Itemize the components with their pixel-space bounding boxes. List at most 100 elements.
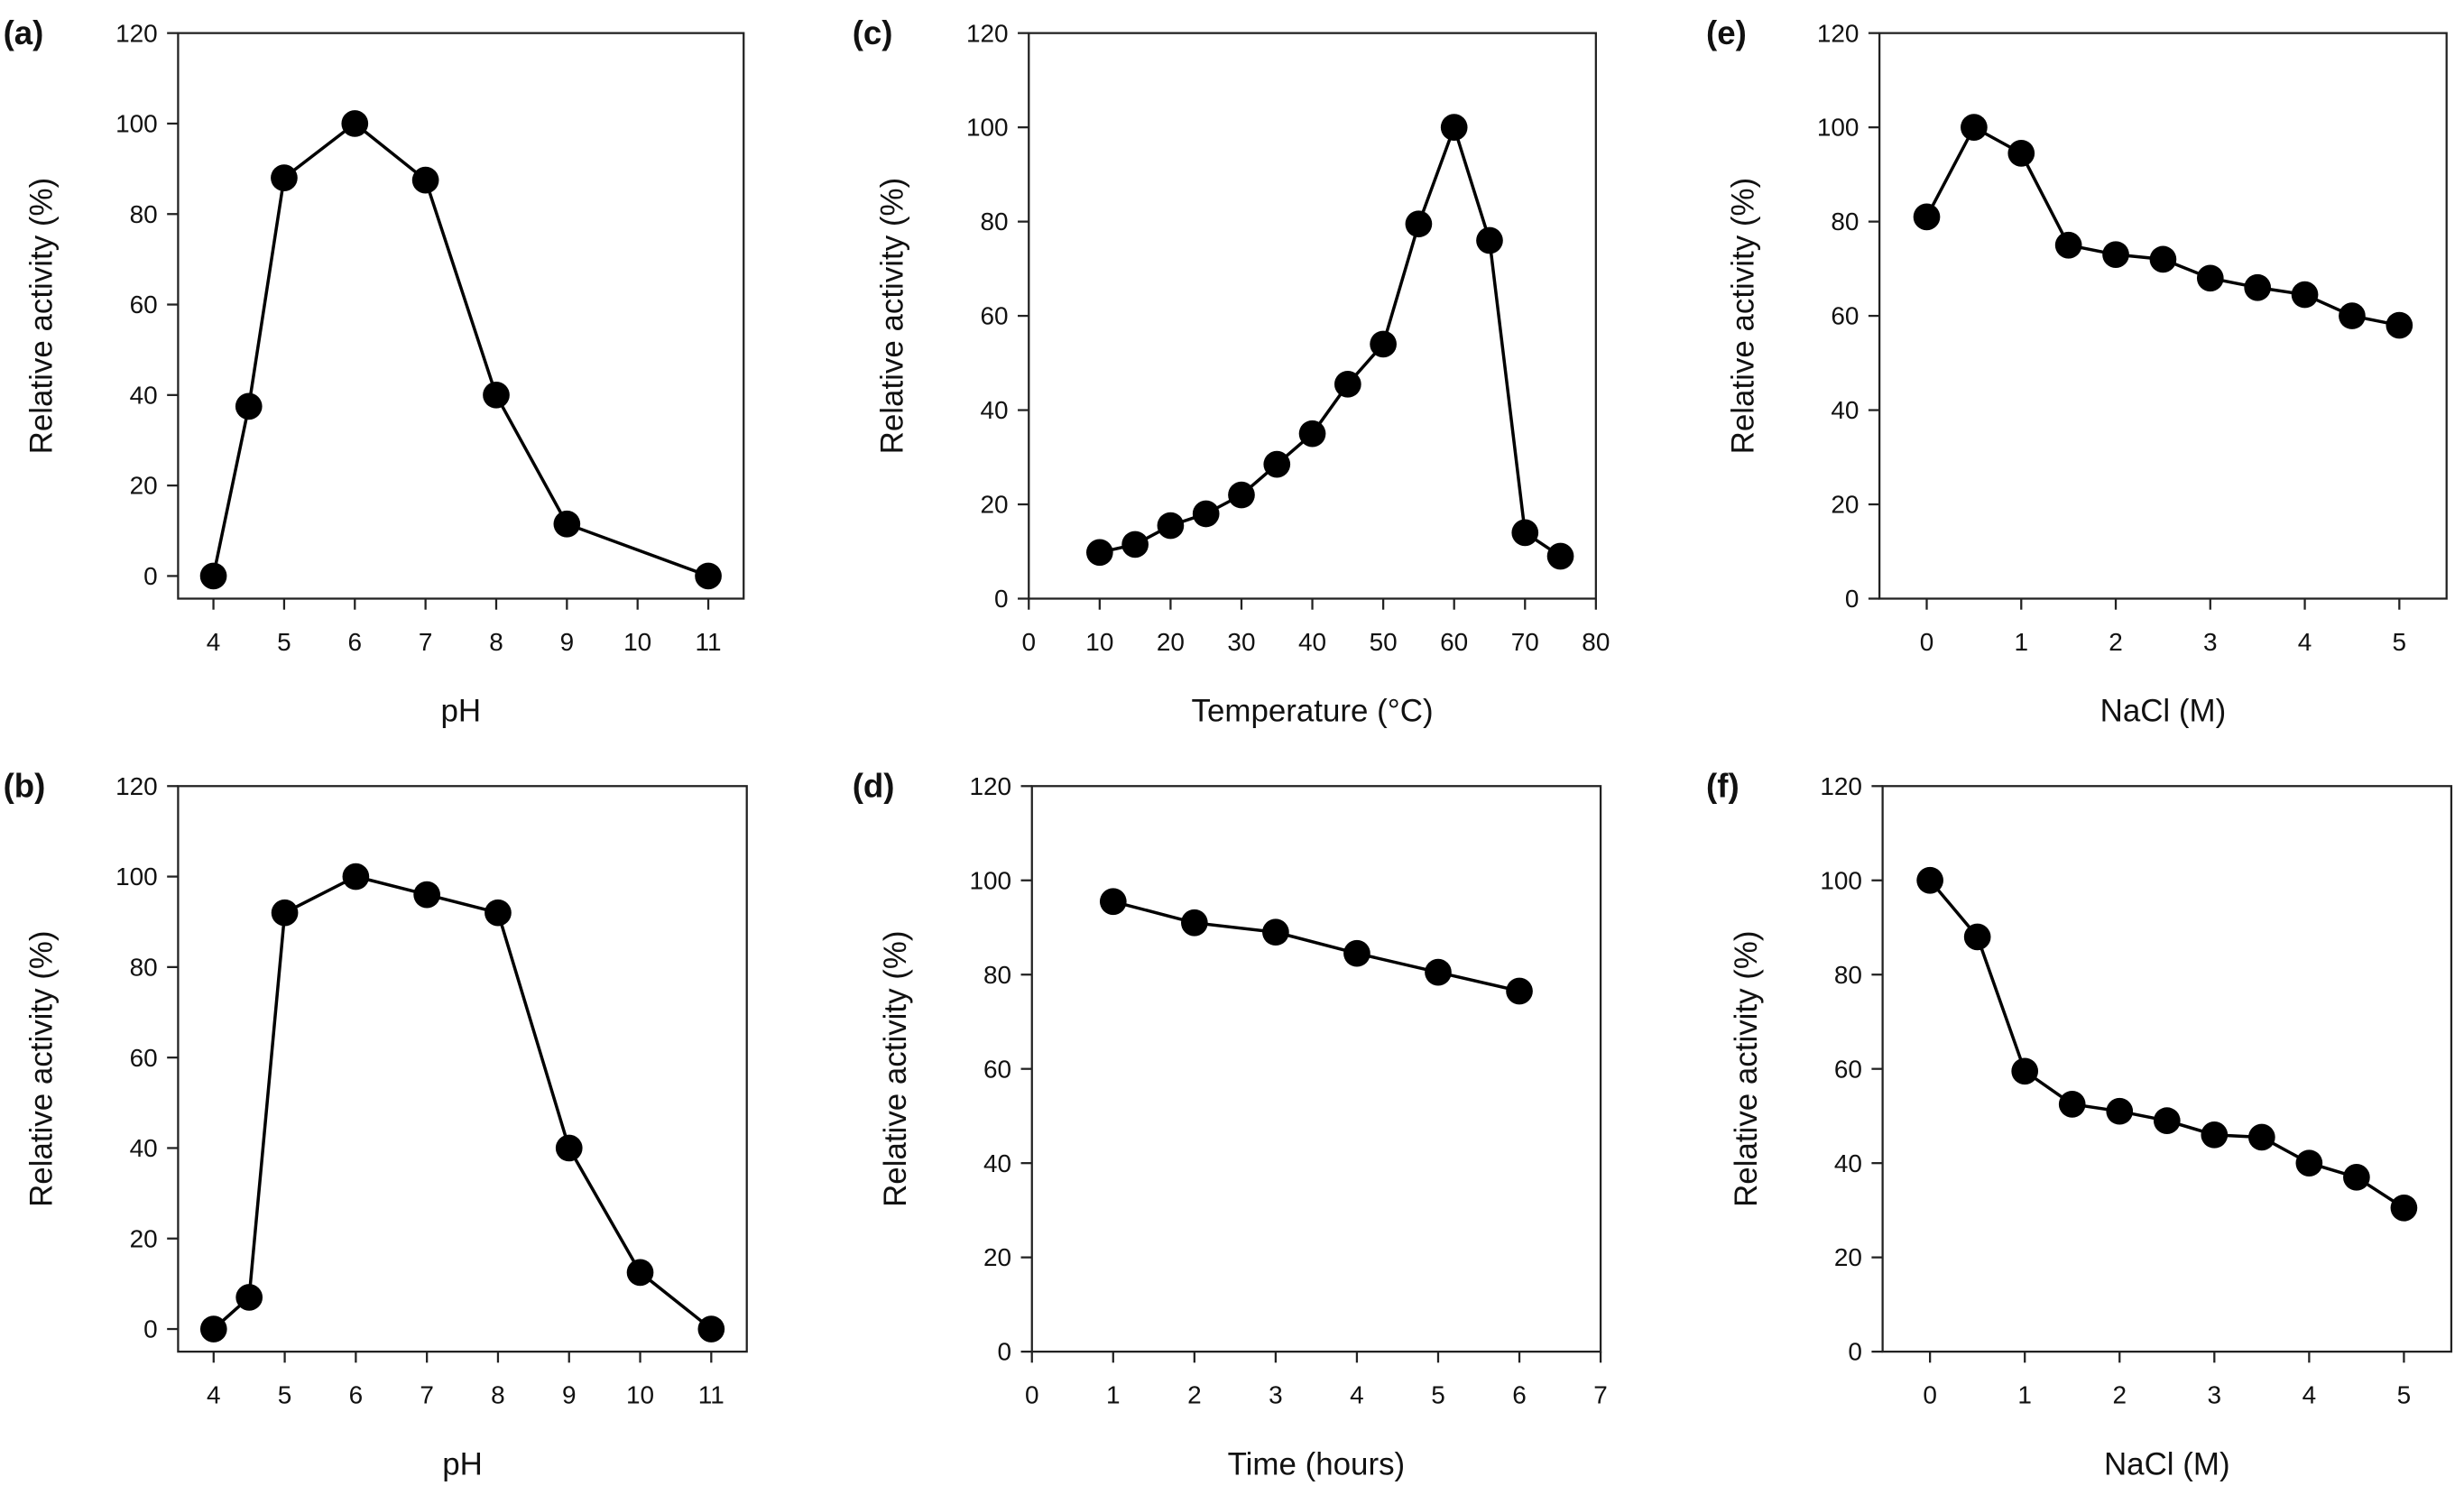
data-point [1157, 512, 1185, 540]
x-tick-label: 3 [2208, 1381, 2222, 1409]
plot-frame [1028, 32, 1597, 600]
y-axis-label: Relative activity (%) [1725, 178, 1760, 454]
x-tick-label: 80 [1582, 628, 1610, 656]
x-tick-label: 6 [348, 628, 363, 656]
x-tick-label: 10 [1085, 628, 1113, 656]
data-point [1511, 519, 1539, 547]
y-tick-label: 80 [1834, 961, 1862, 989]
x-tick-label: 60 [1440, 628, 1468, 656]
x-tick-label: 4 [207, 1381, 221, 1409]
data-point [2390, 1194, 2418, 1222]
data-point [2386, 311, 2413, 339]
data-point [2295, 1149, 2323, 1177]
y-tick-label: 60 [1834, 1055, 1862, 1083]
series-line [1924, 125, 2400, 328]
x-tick-label: 4 [1350, 1381, 1364, 1409]
data-point [2054, 231, 2082, 259]
x-tick-label: 20 [1157, 628, 1185, 656]
y-tick-label: 40 [1834, 1149, 1862, 1177]
data-point [1963, 923, 1991, 951]
y-tick-label: 120 [115, 19, 158, 47]
x-tick-label: 70 [1511, 628, 1539, 656]
y-tick-label: 100 [969, 866, 1011, 894]
y-tick-label: 0 [143, 562, 158, 590]
data-point [1405, 210, 1433, 238]
data-point [271, 164, 298, 191]
data-point [1099, 888, 1127, 916]
x-tick-label: 10 [626, 1381, 654, 1409]
y-tick-label: 60 [130, 1044, 158, 1072]
data-point [1343, 939, 1370, 967]
y-axis-label: Relative activity (%) [875, 178, 910, 454]
y-axis-label: Relative activity (%) [1729, 930, 1764, 1206]
x-tick-label: 5 [2393, 628, 2407, 656]
data-point [1913, 203, 1941, 231]
y-tick-label: 40 [130, 1134, 158, 1162]
data-point [1476, 226, 1503, 254]
y-tick-label: 120 [966, 19, 1009, 47]
y-tick-label: 0 [143, 1315, 158, 1343]
data-point [235, 1284, 263, 1311]
y-tick-label: 80 [130, 200, 158, 228]
y-tick-label: 60 [1831, 302, 1859, 330]
x-tick-label: 8 [489, 628, 503, 656]
x-tick-label: 30 [1227, 628, 1255, 656]
data-point [2153, 1107, 2181, 1134]
y-tick-label: 120 [115, 772, 158, 800]
data-point [2007, 140, 2035, 167]
y-tick-label: 20 [1831, 491, 1859, 519]
data-point [1263, 450, 1291, 478]
y-tick-label: 120 [1820, 772, 1862, 800]
data-point [1506, 977, 1533, 1005]
y-axis-label: Relative activity (%) [878, 930, 913, 1206]
panel-label: (d) [853, 768, 895, 805]
data-point [411, 166, 439, 194]
data-point [2149, 245, 2177, 273]
data-point [2196, 264, 2224, 292]
y-tick-label: 60 [130, 291, 158, 318]
panel-d: (d) 0 20 40 60 80 100 120 0 1 2 3 4 5 6 7 Time (hours) Re… [853, 768, 1608, 1482]
x-tick-label: 6 [1512, 1381, 1527, 1409]
data-point [271, 899, 299, 927]
x-tick-label: 7 [1593, 1381, 1608, 1409]
x-tick-label: 0 [1025, 1381, 1039, 1409]
data-point [1546, 542, 1574, 570]
x-tick-label: 1 [2015, 628, 2029, 656]
data-point [1334, 370, 1361, 398]
data-point [1262, 918, 1289, 946]
panel-label: (f) [1706, 768, 1740, 805]
x-tick-label: 5 [2397, 1381, 2412, 1409]
y-tick-label: 0 [994, 585, 1009, 613]
x-tick-label: 50 [1370, 628, 1398, 656]
x-tick-label: 3 [2203, 628, 2218, 656]
data-point [1228, 481, 1255, 509]
data-point [1192, 500, 1220, 528]
x-tick-label: 0 [1920, 628, 1934, 656]
data-point [199, 562, 227, 590]
y-tick-label: 80 [130, 953, 158, 981]
x-axis-label: Temperature (°C) [1192, 694, 1434, 729]
x-tick-label: 11 [698, 1381, 724, 1409]
data-point [2058, 1091, 2086, 1118]
x-tick-label: 5 [278, 1381, 292, 1409]
data-point [2343, 1163, 2370, 1191]
x-tick-label: 1 [2017, 1381, 2032, 1409]
data-point [697, 1315, 725, 1343]
data-point [2339, 302, 2366, 329]
x-tick-label: 9 [562, 1381, 577, 1409]
data-point [553, 510, 581, 538]
y-tick-label: 100 [115, 863, 158, 891]
x-tick-label: 7 [419, 628, 433, 656]
plot-frame [177, 785, 748, 1353]
x-tick-label: 8 [491, 1381, 505, 1409]
panel-f: (f) 0 20 40 60 80 100 120 0 1 2 3 4 5 NaCl (M) Relative… [1706, 768, 2453, 1481]
y-tick-label: 60 [980, 302, 1008, 330]
x-tick-label: 0 [1021, 628, 1036, 656]
x-axis-label: pH [440, 694, 481, 729]
panel-label: (e) [1706, 14, 1747, 51]
data-point [2106, 1097, 2134, 1125]
y-tick-label: 0 [1848, 1338, 1862, 1366]
x-tick-label: 4 [2298, 628, 2312, 656]
data-point [342, 863, 370, 891]
y-axis-label: Relative activity (%) [24, 930, 60, 1206]
